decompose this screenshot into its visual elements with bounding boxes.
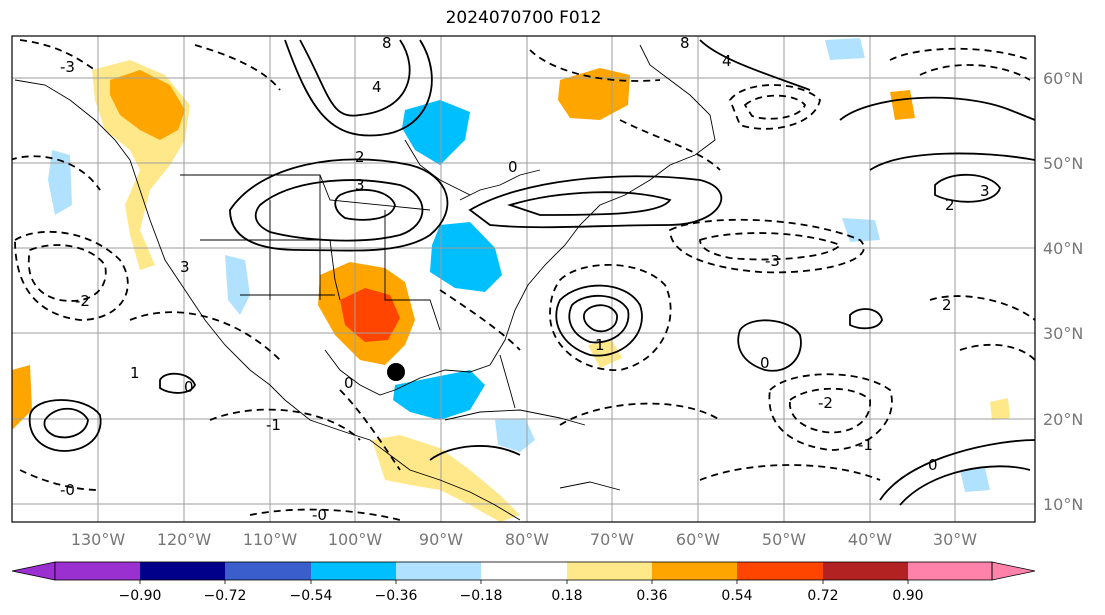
map-frame [11,35,1036,523]
contour-label: 8 [680,34,690,52]
colorbar-label: 0.18 [551,588,582,604]
warm-anomaly-cape-verde [990,398,1010,420]
lon-tick-label: 80°W [505,530,549,549]
contour-label: -0 [312,506,327,524]
warm-anomaly-west-edge [12,365,32,430]
lon-tick-label: 100°W [328,530,383,549]
contour-label: 2 [355,148,365,166]
lon-tick-label: 90°W [419,530,463,549]
colorbar-extend-low [11,561,56,581]
colorbar-label: 0.90 [892,588,923,604]
lon-tick-label: 70°W [590,530,634,549]
contour-label: 3 [355,176,365,194]
colorbar-outline [54,561,993,581]
negative-contours [12,39,1035,521]
colorbar-bin [140,562,225,580]
warm-anomaly-atlantic [588,340,622,368]
colorbar-label: −0.54 [290,588,333,604]
contour-label: -2 [75,292,90,310]
lat-tick-label: 40°N [1043,239,1083,258]
lat-tick-label: 60°N [1043,69,1083,88]
lat-tick-label: 20°N [1043,410,1083,429]
colorbar-label: 0.72 [807,588,838,604]
map-panel: 8 8 4 4 3 3 2 2 1 1 0 0 0 0 -1 -1 -2 -2 … [12,34,1035,524]
contour-label: -0 [60,481,75,499]
lat-tick-label: 30°N [1043,324,1083,343]
cool-anomaly-far-east [960,468,990,492]
lon-tick-label: 40°W [848,530,892,549]
colorbar-bin [225,562,311,580]
colorbar-extend-high [991,561,1036,581]
cool-anomaly-rockies [225,255,250,315]
colorbar-bin [311,562,396,580]
cool-anomaly-midwest [430,222,502,292]
cool-anomaly-caribbean [495,418,535,452]
contour-label: 3 [180,258,190,276]
lon-tick-label: 30°W [933,530,977,549]
strong-warm-anomaly-west-canada [110,70,185,140]
contour-label: 4 [372,78,382,96]
colorbar-bin [567,562,652,580]
cool-anomaly-pacific [48,150,72,215]
lon-tick-label: 120°W [157,530,212,549]
colorbar-bin [481,562,567,580]
warm-anomaly-east-atlantic [890,90,915,120]
colorbar-label: −0.72 [204,588,247,604]
positive-contours [28,39,1035,506]
warm-anomaly-central-america [372,435,520,522]
colorbar-bin [823,562,908,580]
contour-label: 0 [928,456,938,474]
colorbar-bin [396,562,481,580]
contour-label: 1 [130,364,140,382]
cool-anomaly-north-atlantic [825,38,865,60]
colorbar-label: −0.18 [460,588,503,604]
contour-label: -1 [858,436,873,454]
colorbar-bin [908,562,992,580]
lon-tick-label: 130°W [71,530,126,549]
colorbar-label: −0.90 [119,588,162,604]
graticule [12,36,1035,522]
contour-label: 8 [382,34,392,52]
colorbar-ticks [139,580,909,584]
contour-label: 0 [508,158,518,176]
cool-anomaly-gulf [393,370,485,420]
contour-label: 2 [945,196,955,214]
contour-label: 2 [942,296,952,314]
contour-label: 0 [344,374,354,392]
contour-label-group: 8 8 4 4 3 3 2 2 1 1 0 0 0 0 -1 -1 -2 -2 … [60,34,990,524]
contour-label: 1 [595,336,605,354]
contour-label: 4 [722,52,732,70]
contour-label: -2 [818,394,833,412]
lon-tick-label: 60°W [676,530,720,549]
lon-tick-label: 50°W [762,530,806,549]
lon-tick-label: 110°W [243,530,298,549]
colorbar-bin [737,562,823,580]
contour-label: 0 [184,378,194,396]
colorbar-label: 0.36 [636,588,667,604]
contour-label: 0 [760,354,770,372]
location-marker [387,363,405,381]
contour-label: -3 [60,58,75,76]
latitude-axis: 60°N 50°N 40°N 30°N 20°N 10°N [1043,69,1083,514]
contour-label: -1 [266,416,281,434]
contour-label: -3 [765,252,780,270]
colorbar-bin [55,562,140,580]
lat-tick-label: 50°N [1043,154,1083,173]
colorbar-label: 0.54 [721,588,752,604]
colorbar-bin [652,562,737,580]
colorbar-label: −0.36 [375,588,418,604]
longitude-axis: 130°W 120°W 110°W 100°W 90°W 80°W 70°W 6… [71,530,977,549]
contour-label: 3 [980,182,990,200]
map-title: 2024070700 F012 [445,8,602,28]
colorbar: −0.90 −0.72 −0.54 −0.36 −0.18 0.18 0.36 … [11,561,1036,604]
lat-tick-label: 10°N [1043,495,1083,514]
